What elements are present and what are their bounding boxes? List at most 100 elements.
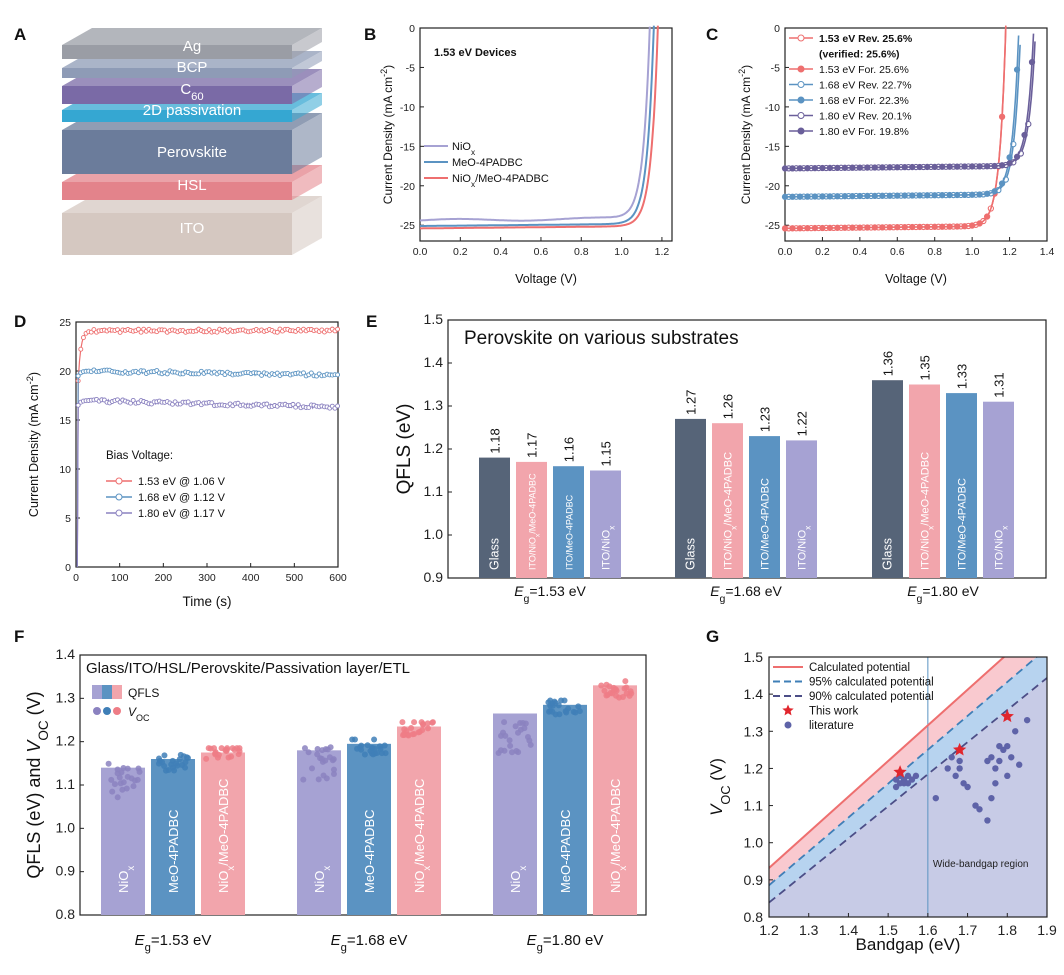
bar-inner-label: ITO/MeO-4PADBC xyxy=(565,494,575,570)
legend-label: NiOx/MeO-4PADBC xyxy=(452,173,549,189)
layer-side-face xyxy=(292,28,322,59)
text-part: ITO/MeO-4PADBC xyxy=(760,478,772,570)
y-tick-label: -25 xyxy=(400,220,415,232)
voc-dot xyxy=(111,781,118,788)
group-label: Eg=1.68 eV xyxy=(331,932,408,954)
text-part: C xyxy=(180,81,191,98)
jv-marker xyxy=(946,191,953,199)
literature-point xyxy=(952,772,959,780)
stability-trace xyxy=(76,327,339,568)
voc-dot xyxy=(162,767,169,774)
bar-value-label: 1.33 xyxy=(955,364,970,389)
text-part: /MeO-4PADBC xyxy=(412,779,427,866)
voc-dot xyxy=(358,742,365,749)
voc-dot xyxy=(180,753,187,760)
voc-dot xyxy=(231,746,238,753)
text-part: x xyxy=(471,148,476,157)
literature-point xyxy=(948,754,955,761)
voc-dot xyxy=(182,764,189,771)
y-tick-label: 1.0 xyxy=(744,835,764,851)
voc-dot xyxy=(224,745,231,752)
jv-marker xyxy=(879,192,886,199)
qfls-bar xyxy=(712,423,743,578)
stability-point xyxy=(78,346,84,352)
legend-label: 1.80 eV For. 19.8% xyxy=(819,126,909,138)
voc-dot xyxy=(399,719,406,726)
layer-label: Perovskite xyxy=(157,144,227,161)
stability-point xyxy=(335,372,341,378)
bar-inner-label: MeO-4PADBC xyxy=(558,809,573,893)
voc-dot xyxy=(134,776,141,783)
voc-dot xyxy=(161,752,168,759)
text-part: NiO xyxy=(608,871,623,893)
jv-marker xyxy=(796,193,804,200)
text-part: QFLS (eV) and xyxy=(24,753,44,879)
text-part: E xyxy=(514,583,524,599)
legend-label: literature xyxy=(809,720,854,732)
voc-dot xyxy=(401,730,408,737)
jv-marker xyxy=(939,192,946,199)
voc-dot xyxy=(218,745,225,752)
jv-marker xyxy=(976,220,983,227)
text-part: x xyxy=(471,180,476,189)
jv-marker xyxy=(998,180,1006,187)
y-tick-label: -5 xyxy=(406,62,415,74)
voc-dot xyxy=(168,761,175,768)
voc-dot xyxy=(408,725,415,732)
voc-dot xyxy=(314,751,321,758)
voc-bandgap-scatter: Wide-bandgap region 1.2 1.3 1.4 1.5 1.6 1.7 1.8… xyxy=(707,649,1057,954)
stability-point xyxy=(75,373,81,379)
y-tick-label: 1.3 xyxy=(56,689,76,705)
jv-marker xyxy=(826,164,834,172)
voc-dot xyxy=(330,770,337,777)
y-tick-label: 1.0 xyxy=(56,819,76,835)
y-tick-label: 1.4 xyxy=(424,354,444,370)
bar-inner-label: ITO/NiOx xyxy=(797,525,813,570)
jv-marker xyxy=(931,223,938,230)
text-part: NiO xyxy=(412,871,427,893)
stability-point xyxy=(308,370,314,376)
voc-dot xyxy=(212,751,219,758)
jv-curve-line xyxy=(419,26,651,222)
x-tick-label: 200 xyxy=(155,572,173,584)
jv-marker xyxy=(849,224,856,231)
stability-point xyxy=(274,329,280,335)
layer-label: Ag xyxy=(183,38,201,55)
text-part: x xyxy=(1000,525,1009,530)
jv-marker xyxy=(894,192,901,199)
jv-marker xyxy=(811,164,819,172)
voc-dot xyxy=(211,745,218,752)
literature-point xyxy=(996,742,1003,750)
jv-marker xyxy=(931,192,938,199)
layer-front-face xyxy=(62,213,292,255)
qfls-bar xyxy=(749,436,780,578)
text-part: x xyxy=(803,525,812,530)
text-part: NiO xyxy=(452,173,471,185)
voc-dot xyxy=(300,776,307,783)
this-work-star xyxy=(953,742,967,756)
text-part: Glass xyxy=(684,538,698,570)
jv-marker xyxy=(976,191,983,198)
bar-inner-label: ITO/NiOx xyxy=(994,525,1010,570)
y-axis-title: Current Density (mA cm-2) xyxy=(25,372,41,517)
y-tick-label: 0 xyxy=(409,23,415,35)
legend-dot xyxy=(103,707,111,715)
qfls-bar xyxy=(786,440,817,578)
bar-inner-label: ITO/NiOx/MeO-4PADBC xyxy=(920,452,936,570)
jv-curve-line xyxy=(420,25,655,227)
qfls-bar xyxy=(201,752,245,915)
literature-point xyxy=(996,757,1003,765)
legend-marker xyxy=(115,493,123,501)
voc-dot xyxy=(376,743,383,750)
literature-point xyxy=(1008,754,1015,761)
voc-dot xyxy=(315,776,322,783)
legend-label: NiOx xyxy=(452,141,476,157)
y-tick-label: 0 xyxy=(774,23,780,35)
text-part: Glass xyxy=(488,538,502,570)
stability-point xyxy=(80,335,86,341)
text-part: OC xyxy=(36,720,51,741)
y-tick-label: 1.0 xyxy=(424,526,444,542)
voc-dot xyxy=(558,697,565,704)
x-tick-label: 0.4 xyxy=(493,246,508,258)
jv-marker xyxy=(804,193,811,200)
